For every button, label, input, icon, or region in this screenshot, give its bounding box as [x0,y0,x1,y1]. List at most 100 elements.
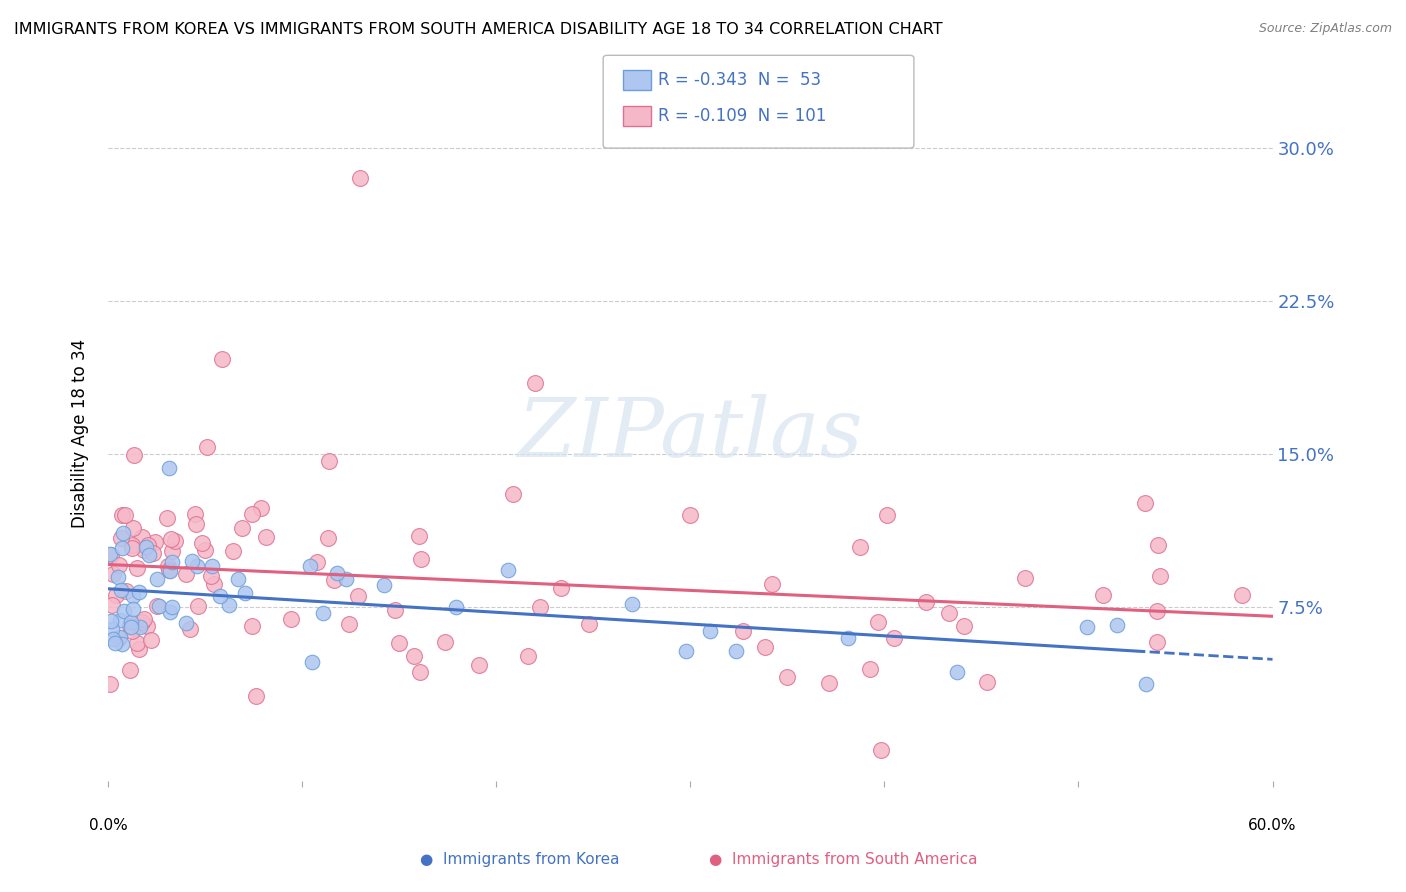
Point [163,534,186,549]
Point [550,581,572,595]
Point [179,623,201,637]
Point [135,540,157,554]
Point [121,538,143,552]
Text: R = -0.343  N =  53: R = -0.343 N = 53 [658,71,821,89]
Point [502,487,524,501]
Text: ●  Immigrants from Korea: ● Immigrants from Korea [420,852,620,867]
Point [111,508,134,522]
Point [121,589,143,603]
Point [131,615,153,629]
Point [775,670,797,684]
Point [115,583,138,598]
Point [938,607,960,621]
Point [1147,538,1170,552]
Point [408,665,430,679]
Point [679,508,702,523]
Point [1105,618,1128,632]
Point [136,538,159,552]
Point [1135,677,1157,691]
Point [1146,634,1168,648]
Point [101,632,124,647]
Point [174,567,197,582]
Point [105,588,128,602]
Point [128,641,150,656]
Point [312,606,335,620]
Point [162,555,184,569]
Point [754,640,776,654]
Point [699,624,721,639]
Point [976,674,998,689]
Point [157,461,180,475]
Point [318,454,340,468]
Point [326,566,349,580]
Point [134,612,156,626]
Point [245,690,267,704]
Point [388,636,411,650]
Point [98,547,121,561]
Point [337,617,360,632]
Point [408,529,430,543]
Point [209,589,232,603]
Point [160,599,183,614]
Point [139,632,162,647]
Point [578,616,600,631]
Text: ●  Immigrants from South America: ● Immigrants from South America [710,852,977,867]
Point [298,558,321,573]
Point [131,530,153,544]
Point [202,576,225,591]
Point [111,636,134,650]
Point [128,620,150,634]
Point [141,545,163,559]
Point [384,603,406,617]
Point [228,573,250,587]
Point [160,544,183,558]
Point [848,540,870,554]
Point [211,352,233,367]
Point [157,562,180,576]
Point [148,599,170,614]
Point [868,615,890,629]
Point [107,570,129,584]
Point [1230,588,1253,602]
Point [159,532,181,546]
Point [112,526,135,541]
Point [524,376,547,390]
Point [146,572,169,586]
Point [136,619,159,633]
Point [125,636,148,650]
Point [187,599,209,613]
Point [724,644,747,658]
Point [621,597,644,611]
Point [100,598,122,612]
Point [305,555,328,569]
Point [186,559,208,574]
Point [108,631,131,645]
Point [191,536,214,550]
Point [837,631,859,645]
Point [112,604,135,618]
Point [107,558,129,572]
Point [176,615,198,630]
Point [184,507,207,521]
Point [101,566,124,581]
Point [883,631,905,645]
Point [201,559,224,574]
Point [118,619,141,633]
Point [1091,589,1114,603]
Point [858,662,880,676]
Point [946,665,969,679]
Text: 0.0%: 0.0% [89,818,128,833]
Point [122,448,145,462]
Point [180,554,202,568]
Point [104,635,127,649]
Point [818,675,841,690]
Point [914,594,936,608]
Text: 60.0%: 60.0% [1249,818,1296,833]
Point [349,171,371,186]
Point [146,599,169,613]
Point [194,542,217,557]
Y-axis label: Disability Age 18 to 34: Disability Age 18 to 34 [72,339,89,528]
Point [195,440,218,454]
Point [121,620,143,634]
Point [132,543,155,558]
